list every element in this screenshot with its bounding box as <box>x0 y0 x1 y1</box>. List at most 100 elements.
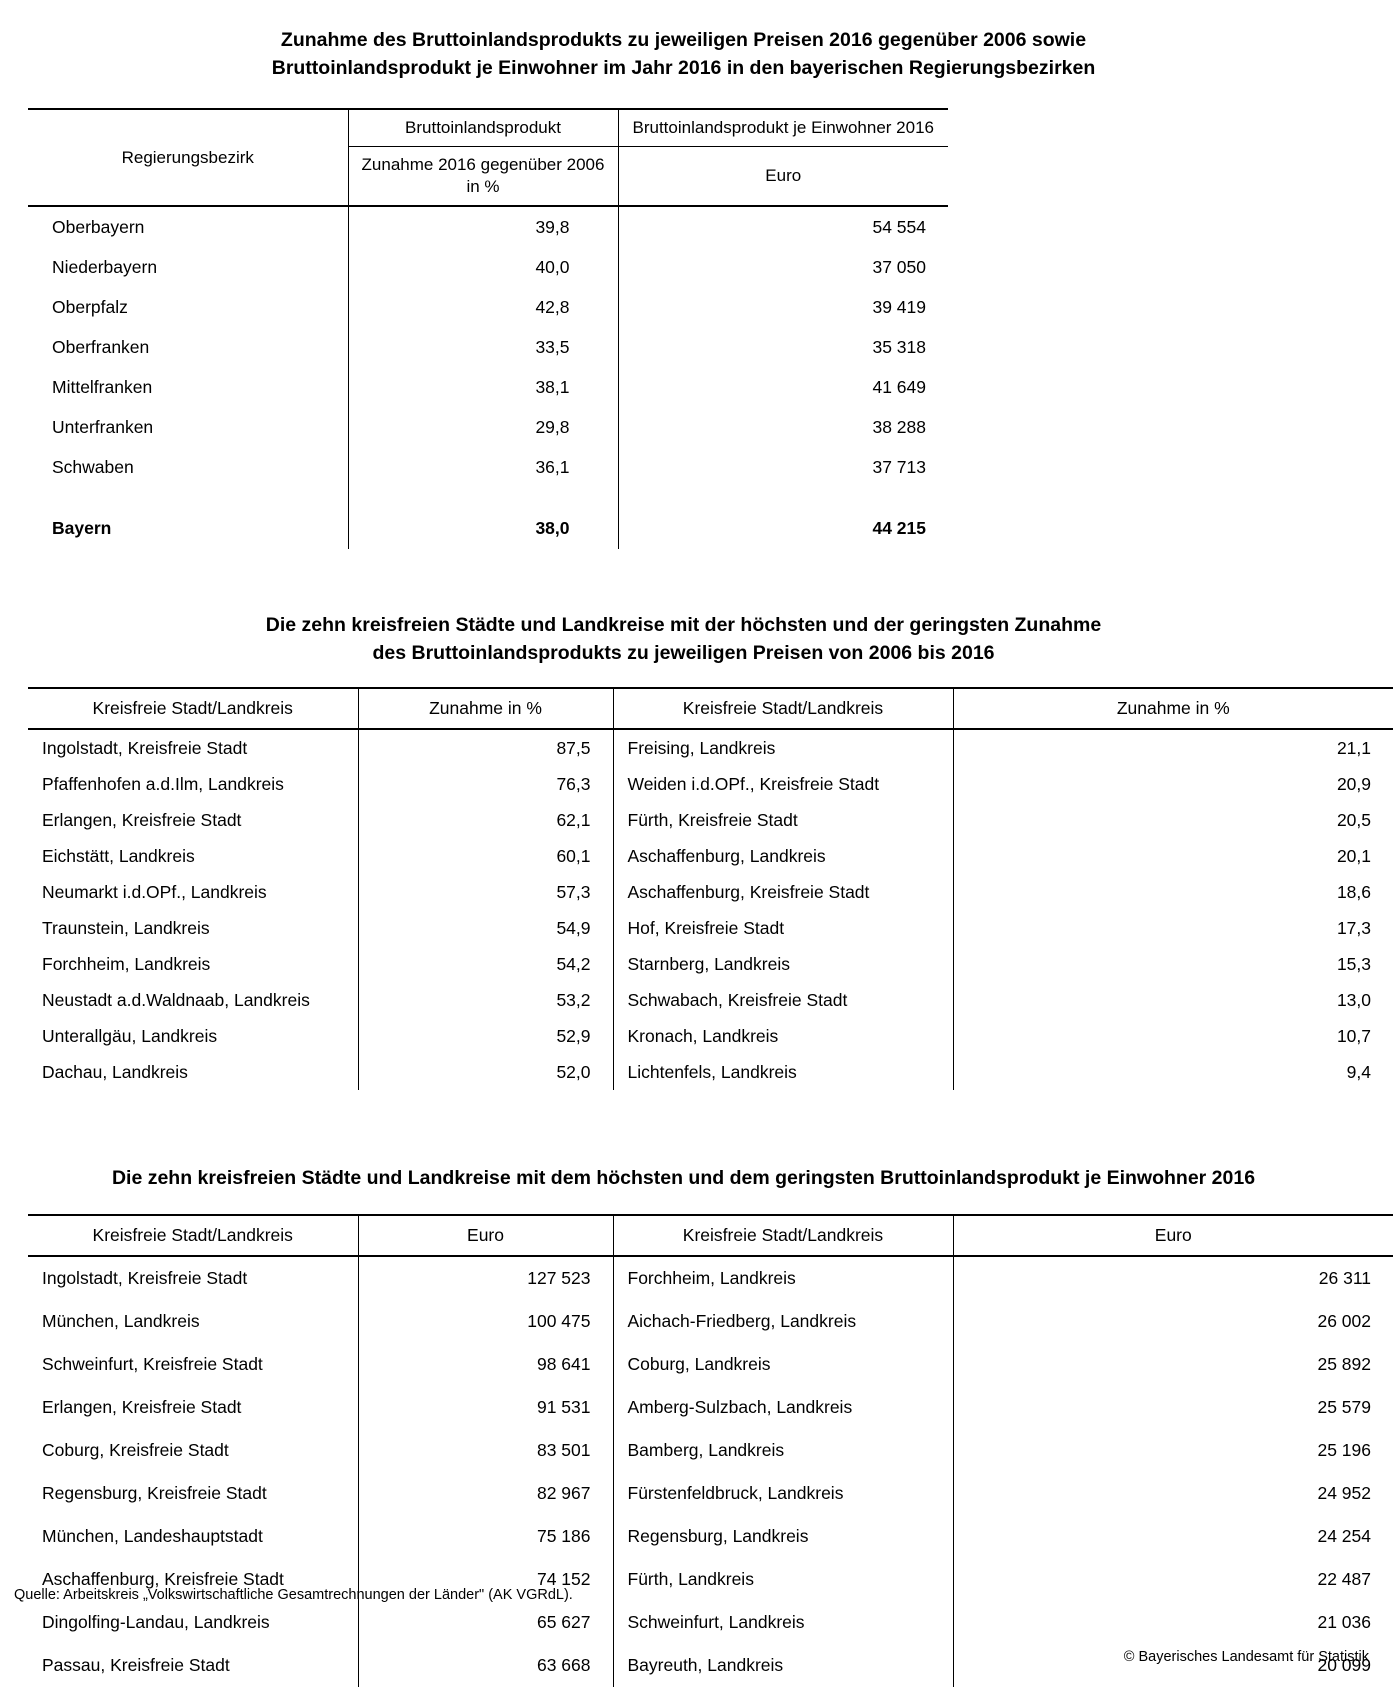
table-spacer-row <box>28 487 948 501</box>
table-row: München, Landeshauptstadt 75 186 Regensb… <box>28 1515 1393 1558</box>
cell-right-value: 25 196 <box>952 1429 1393 1472</box>
cell-left-value: 75 186 <box>357 1515 613 1558</box>
cell-right-name: Lichtenfels, Landkreis <box>612 1054 953 1090</box>
cell-right-name: Forchheim, Landkreis <box>612 1256 953 1300</box>
cell-right-value: 21,1 <box>952 729 1393 766</box>
table-row: Ingolstadt, Kreisfreie Stadt 127 523 For… <box>28 1256 1393 1300</box>
cell-euro: 37 713 <box>617 447 948 487</box>
cell-right-value: 22 487 <box>952 1558 1393 1601</box>
cell-euro: 39 419 <box>617 287 948 327</box>
table-row: Schwaben 36,1 37 713 <box>28 447 948 487</box>
cell-right-value: 10,7 <box>952 1018 1393 1054</box>
cell-euro: 37 050 <box>617 247 948 287</box>
cell-right-value: 15,3 <box>952 946 1393 982</box>
cell-name: Bayern <box>52 518 112 538</box>
cell-right-value: 26 002 <box>952 1300 1393 1343</box>
section-1-title: Zunahme des Bruttoinlandsprodukts zu jew… <box>14 26 1353 82</box>
cell-right-name: Schweinfurt, Landkreis <box>612 1601 953 1644</box>
table-1-header-row-2: Zunahme 2016 gegenüber 2006 in % Euro <box>28 146 948 206</box>
cell-left-value: 54,9 <box>357 910 613 946</box>
cell-right-name: Freising, Landkreis <box>612 729 953 766</box>
cell-left-name: Dingolfing-Landau, Landkreis <box>42 1612 270 1632</box>
section-2-title-line-1: Die zehn kreisfreien Städte und Landkrei… <box>265 614 1102 636</box>
spacer-cell <box>347 487 618 501</box>
cell-right-name: Fürstenfeldbruck, Landkreis <box>612 1472 953 1515</box>
header-regierungsbezirk: Regierungsbezirk <box>121 147 254 167</box>
table-regierungsbezirke: Regierungsbezirk Bruttoinlandsprodukt Br… <box>28 108 948 549</box>
cell-euro: 41 649 <box>617 367 948 407</box>
table-row: Niederbayern 40,0 37 050 <box>28 247 948 287</box>
cell-left-name: Aschaffenburg, Kreisfreie Stadt <box>42 1569 284 1589</box>
cell-name: Unterfranken <box>52 416 154 437</box>
cell-left-name: Neustadt a.d.Waldnaab, Landkreis <box>42 989 310 1010</box>
header-bip-je-einwohner: Bruttoinlandsprodukt je Einwohner 2016 <box>617 109 948 147</box>
cell-left-value: 82 967 <box>357 1472 613 1515</box>
cell-left-value: 57,3 <box>357 874 613 910</box>
cell-left-value: 52,0 <box>357 1054 613 1090</box>
cell-zunahme: 38,0 <box>347 501 618 549</box>
cell-right-name: Hof, Kreisfreie Stadt <box>612 910 953 946</box>
table-row: Passau, Kreisfreie Stadt 63 668 Bayreuth… <box>28 1644 1393 1687</box>
cell-left-value: 91 531 <box>357 1386 613 1429</box>
cell-right-name: Amberg-Sulzbach, Landkreis <box>612 1386 953 1429</box>
cell-right-value: 24 254 <box>952 1515 1393 1558</box>
cell-right-name: Schwabach, Kreisfreie Stadt <box>612 982 953 1018</box>
header-left-name: Kreisfreie Stadt/Landkreis <box>92 1225 293 1245</box>
cell-left-name: Erlangen, Kreisfreie Stadt <box>42 809 242 830</box>
cell-right-name: Regensburg, Landkreis <box>612 1515 953 1558</box>
table-row: Coburg, Kreisfreie Stadt 83 501 Bamberg,… <box>28 1429 1393 1472</box>
copyright-note: © Bayerisches Landesamt für Statistik <box>1123 1649 1369 1665</box>
cell-zunahme: 39,8 <box>347 206 618 247</box>
table-2-body: Ingolstadt, Kreisfreie Stadt 87,5 Freisi… <box>28 729 1393 1090</box>
header-euro: Euro <box>617 146 948 206</box>
cell-left-name: München, Landeshauptstadt <box>42 1526 263 1546</box>
cell-euro: 35 318 <box>617 327 948 367</box>
section-1-title-line-2: Bruttoinlandsprodukt je Einwohner im Jah… <box>271 57 1096 79</box>
cell-left-name: Coburg, Kreisfreie Stadt <box>42 1440 229 1460</box>
table-3-body: Ingolstadt, Kreisfreie Stadt 127 523 For… <box>28 1256 1393 1687</box>
header-right-name: Kreisfreie Stadt/Landkreis <box>612 1215 953 1256</box>
cell-left-name: Passau, Kreisfreie Stadt <box>42 1655 230 1675</box>
cell-name: Oberpfalz <box>52 296 128 317</box>
cell-name: Mittelfranken <box>52 376 153 397</box>
cell-right-value: 9,4 <box>952 1054 1393 1090</box>
cell-left-name: Traunstein, Landkreis <box>42 917 210 938</box>
table-row: Dingolfing-Landau, Landkreis 65 627 Schw… <box>28 1601 1393 1644</box>
cell-left-value: 54,2 <box>357 946 613 982</box>
table-row: Oberpfalz 42,8 39 419 <box>28 287 948 327</box>
cell-euro: 54 554 <box>617 206 948 247</box>
source-note: Quelle: Arbeitskreis „Volkswirtschaftlic… <box>14 1587 573 1603</box>
cell-name: Oberfranken <box>52 336 150 357</box>
cell-left-value: 76,3 <box>357 766 613 802</box>
header-zunahme-prozent: Zunahme 2016 gegenüber 2006 in % <box>347 146 618 206</box>
cell-right-value: 24 952 <box>952 1472 1393 1515</box>
cell-right-value: 18,6 <box>952 874 1393 910</box>
table-row: Neustadt a.d.Waldnaab, Landkreis 53,2 Sc… <box>28 982 1393 1018</box>
cell-right-name: Aschaffenburg, Landkreis <box>612 838 953 874</box>
cell-zunahme: 36,1 <box>347 447 618 487</box>
cell-left-value: 87,5 <box>357 729 613 766</box>
cell-right-value: 20,1 <box>952 838 1393 874</box>
table-row: Erlangen, Kreisfreie Stadt 91 531 Amberg… <box>28 1386 1393 1429</box>
table-1-body: Oberbayern 39,8 54 554 Niederbayern 40,0… <box>28 206 948 549</box>
cell-right-name: Bayreuth, Landkreis <box>612 1644 953 1687</box>
cell-right-name: Kronach, Landkreis <box>612 1018 953 1054</box>
cell-left-name: Erlangen, Kreisfreie Stadt <box>42 1397 242 1417</box>
table-row: Erlangen, Kreisfreie Stadt 62,1 Fürth, K… <box>28 802 1393 838</box>
table-zunahme-top-bottom: Kreisfreie Stadt/Landkreis Zunahme in % … <box>28 687 1393 1090</box>
cell-left-value: 83 501 <box>357 1429 613 1472</box>
cell-zunahme: 38,1 <box>347 367 618 407</box>
section-2-title: Die zehn kreisfreien Städte und Landkrei… <box>14 611 1353 667</box>
cell-left-name: Neumarkt i.d.OPf., Landkreis <box>42 881 267 902</box>
table-2-header-row: Kreisfreie Stadt/Landkreis Zunahme in % … <box>28 688 1393 729</box>
cell-left-name: Ingolstadt, Kreisfreie Stadt <box>42 1268 248 1288</box>
cell-name: Oberbayern <box>52 216 145 237</box>
cell-left-value: 74 152 <box>357 1558 613 1601</box>
cell-left-name: Schweinfurt, Kreisfreie Stadt <box>42 1354 263 1374</box>
cell-right-value: 20,5 <box>952 802 1393 838</box>
cell-left-value: 60,1 <box>357 838 613 874</box>
table-1-header-row-1: Regierungsbezirk Bruttoinlandsprodukt Br… <box>28 109 948 167</box>
cell-name: Niederbayern <box>52 256 158 277</box>
table-row-total: Bayern 38,0 44 215 <box>28 501 948 549</box>
